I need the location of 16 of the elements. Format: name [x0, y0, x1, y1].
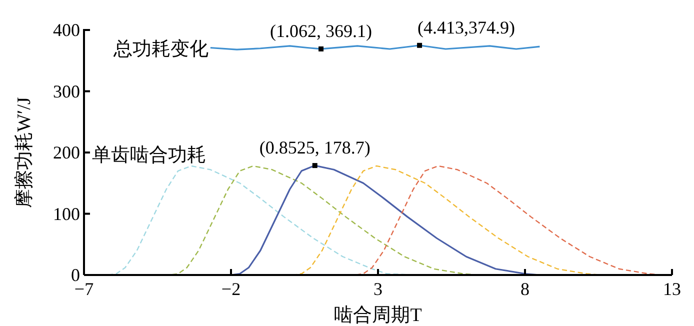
y-axis-title: 摩擦功耗W′/J — [13, 97, 35, 208]
x-tick-label: 8 — [520, 279, 530, 299]
x-tick-label: −2 — [221, 279, 241, 299]
y-tick-label: 300 — [53, 81, 80, 102]
series-label: 总功耗变化 — [112, 38, 208, 60]
x-tick-label: 3 — [374, 279, 382, 299]
y-tick-label: 0 — [71, 265, 80, 285]
x-tick-label: 13 — [663, 279, 681, 299]
y-tick-label: 100 — [53, 204, 80, 224]
x-axis-title: 啮合周期T — [334, 305, 422, 326]
y-tick-label: 200 — [53, 142, 80, 162]
y-tick-label: 400 — [53, 20, 80, 40]
annotation: (0.8525, 178.7) — [259, 138, 370, 158]
annotation: (1.062, 369.1) — [270, 20, 372, 41]
annotation: (4.413,374.9) — [418, 17, 516, 38]
series-label: 单齿啮合功耗 — [92, 144, 206, 166]
